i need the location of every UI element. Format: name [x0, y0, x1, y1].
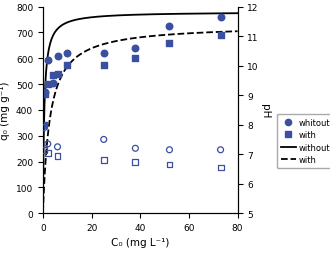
X-axis label: C₀ (mg L⁻¹): C₀ (mg L⁻¹)	[111, 237, 169, 247]
Point	[43, 93, 48, 97]
Point	[55, 145, 60, 149]
Point	[43, 90, 48, 94]
Point	[55, 54, 60, 58]
Point	[133, 160, 138, 164]
Point	[167, 163, 172, 167]
Point	[42, 124, 47, 128]
Point	[167, 42, 172, 46]
Point	[45, 151, 50, 155]
Point	[101, 52, 106, 56]
Point	[167, 148, 172, 152]
Point	[42, 148, 47, 152]
Point	[133, 147, 138, 151]
Point	[218, 16, 223, 20]
Point	[45, 142, 50, 146]
Y-axis label: pH: pH	[260, 103, 270, 118]
Point	[101, 64, 106, 68]
Point	[55, 154, 60, 158]
Point	[65, 64, 70, 68]
Point	[133, 47, 138, 51]
Point	[218, 34, 223, 38]
Legend: whitout, with, without, with: whitout, with, without, with	[277, 114, 330, 168]
Point	[42, 93, 47, 97]
Point	[218, 166, 223, 170]
Point	[50, 74, 55, 78]
Point	[167, 25, 172, 29]
Y-axis label: q₀ (mg g⁻¹): q₀ (mg g⁻¹)	[0, 81, 10, 140]
Point	[65, 52, 70, 56]
Point	[133, 57, 138, 61]
Point	[42, 126, 47, 130]
Point	[50, 82, 55, 86]
Point	[101, 138, 106, 142]
Point	[55, 72, 60, 76]
Point	[45, 58, 50, 62]
Point	[45, 83, 50, 87]
Point	[101, 158, 106, 163]
Point	[218, 148, 223, 152]
